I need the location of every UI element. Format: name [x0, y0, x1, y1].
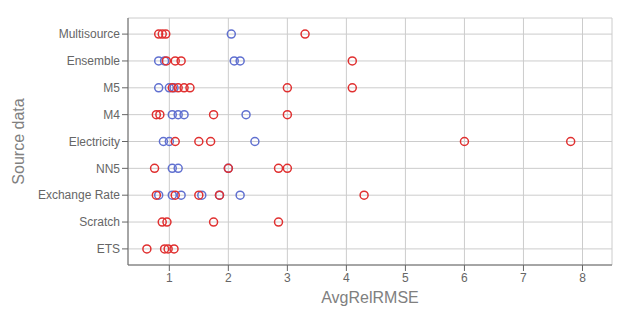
svg-text:Electricity: Electricity	[69, 135, 120, 149]
svg-text:8: 8	[579, 271, 586, 285]
svg-text:AvgRelRMSE: AvgRelRMSE	[321, 289, 419, 306]
svg-text:ETS: ETS	[97, 242, 120, 256]
svg-text:6: 6	[461, 271, 468, 285]
svg-text:1: 1	[166, 271, 173, 285]
svg-text:5: 5	[402, 271, 409, 285]
svg-text:7: 7	[520, 271, 527, 285]
svg-text:Source data: Source data	[10, 98, 27, 184]
svg-text:3: 3	[284, 271, 291, 285]
svg-text:M5: M5	[103, 81, 120, 95]
svg-text:M4: M4	[103, 108, 120, 122]
svg-text:Scratch: Scratch	[79, 215, 120, 229]
svg-text:Ensemble: Ensemble	[67, 54, 121, 68]
svg-text:Multisource: Multisource	[59, 27, 121, 41]
svg-text:4: 4	[343, 271, 350, 285]
svg-text:NN5: NN5	[96, 162, 120, 176]
svg-text:2: 2	[225, 271, 232, 285]
svg-text:Exchange Rate: Exchange Rate	[38, 188, 120, 202]
